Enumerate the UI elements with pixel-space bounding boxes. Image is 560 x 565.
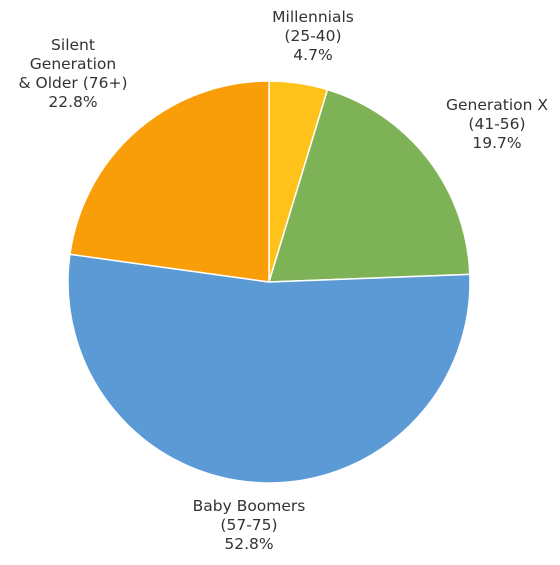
slice-label-millennials: Millennials (25-40) 4.7%: [272, 8, 354, 65]
pie-slice-1: [268, 88, 471, 283]
slice-value-label: 22.8%: [48, 93, 98, 111]
pie-slices: [67, 80, 471, 484]
slice-value-label: 52.8%: [224, 535, 274, 553]
slice-label-line: (25-40): [284, 27, 342, 45]
slice-label-line: Generation: [29, 55, 117, 73]
slice-label-line: Generation X: [445, 96, 549, 114]
slice-label-line: & Older (76+): [18, 74, 128, 92]
slice-value-label: 4.7%: [293, 46, 333, 64]
slice-label-line: (57-75): [220, 516, 278, 534]
slice-label-baby-boomers: Baby Boomers (57-75) 52.8%: [193, 497, 306, 554]
pie-slice-3: [69, 80, 270, 283]
pie-slice-2: [67, 253, 471, 484]
slice-label-generation-x: Generation X (41-56) 19.7%: [446, 96, 548, 153]
slice-label-line: Millennials: [272, 8, 354, 26]
slice-label-silent-generation: Silent Generation & Older (76+) 22.8%: [19, 36, 128, 112]
slice-label-line: Baby Boomers: [192, 497, 306, 515]
slice-value-label: 19.7%: [472, 134, 522, 152]
slice-label-line: Silent: [51, 36, 95, 54]
slice-label-line: (41-56): [468, 115, 526, 133]
